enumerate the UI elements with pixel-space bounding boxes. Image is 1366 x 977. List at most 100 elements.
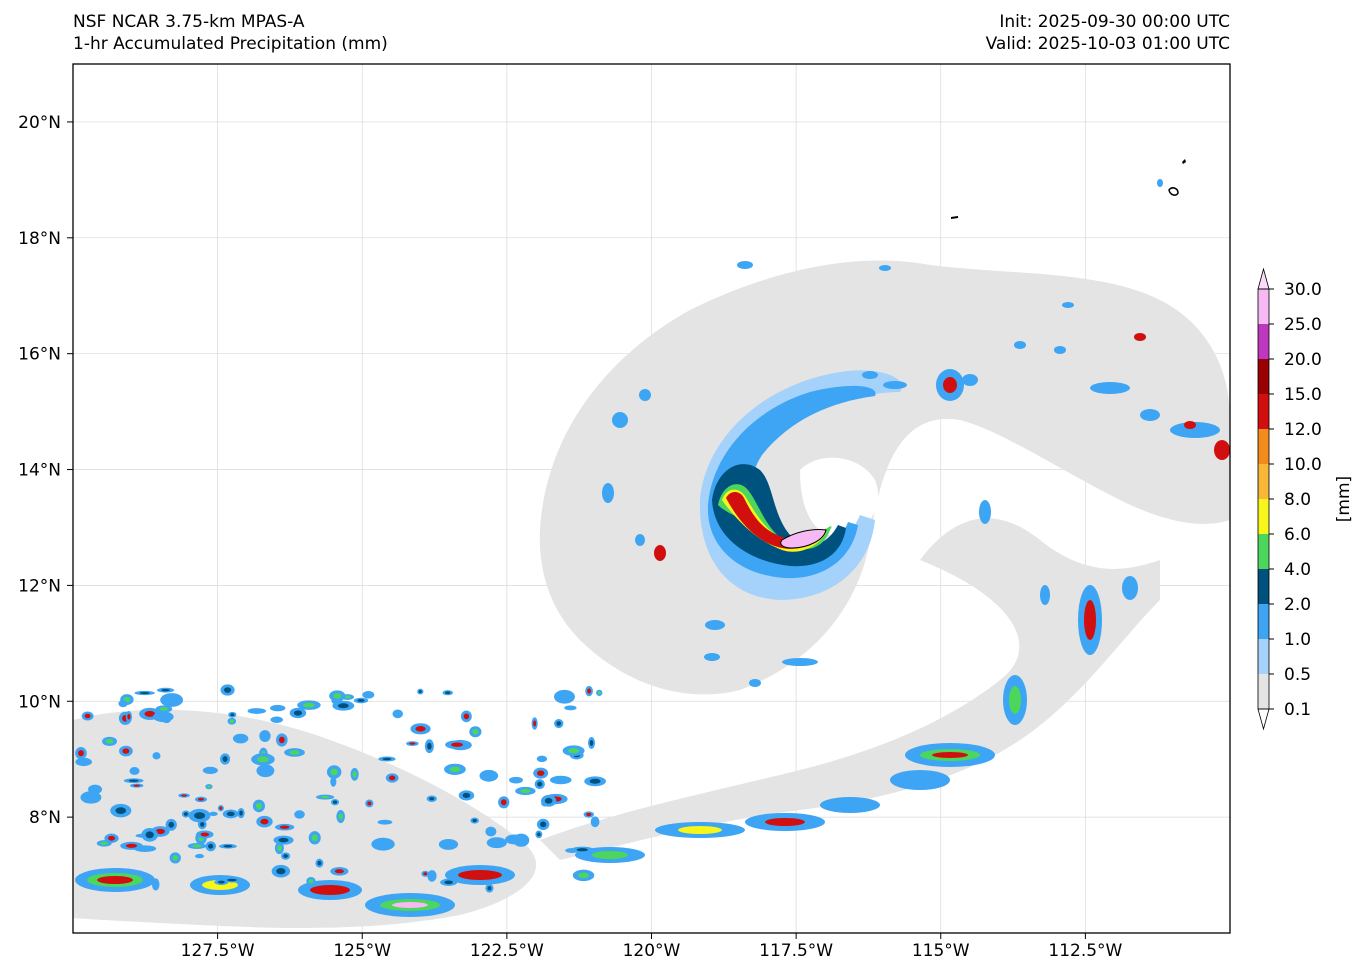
rain-cell-core — [352, 771, 357, 778]
valid-time: Valid: 2025-10-03 01:00 UTC — [985, 34, 1230, 54]
rain-cell-core — [154, 753, 159, 758]
rain-cell-core — [330, 768, 338, 776]
lon-tick-label: 122.5°W — [470, 941, 544, 961]
colorbar-swatch — [1258, 534, 1269, 569]
rain-cell-core — [168, 821, 175, 828]
rain-cell-core — [260, 767, 270, 774]
rain-cell-core — [296, 812, 303, 817]
rain-cell-core — [389, 775, 396, 781]
rain-cell-core — [589, 739, 594, 746]
rain-cell-core — [226, 878, 237, 882]
rain-cell-core — [539, 757, 545, 761]
rain-shield-eye — [800, 457, 879, 536]
rain-cell-core — [559, 693, 570, 701]
rain-cell-core — [462, 792, 471, 798]
colorbar-swatch — [1258, 289, 1269, 324]
rain-cell-core — [381, 820, 389, 824]
rain-cell-core — [589, 778, 601, 784]
rain-cell-core — [509, 836, 519, 842]
colorbar-tick-label: 2.0 — [1284, 595, 1311, 615]
rain-cell-core — [533, 720, 537, 727]
rain-cell-core — [308, 879, 314, 884]
rain-cell-core — [536, 770, 545, 776]
rain-cell-core — [303, 702, 315, 708]
rain-cell-core — [172, 855, 179, 861]
lon-tick-label: 127.5°W — [181, 941, 255, 961]
colorbar-tick-label: 8.0 — [1284, 490, 1311, 510]
colorbar-swatch — [1258, 324, 1269, 359]
rain-cell-core — [334, 869, 344, 874]
colorbar-tick-label: 6.0 — [1284, 525, 1311, 545]
rain-cell-core — [337, 703, 349, 709]
rain-cell-core — [133, 784, 141, 787]
colorbar: 0.1 0.5 1.0 2.0 4.0 6.0 8.0 10.0 12.0 15.0 20.0 25.… — [1257, 267, 1354, 731]
rain-cell-core — [331, 779, 335, 785]
rain-cell-core — [224, 687, 232, 693]
colorbar-swatch — [1258, 429, 1269, 464]
rain-cell-core — [488, 829, 494, 835]
rain-cell-core — [120, 701, 126, 706]
west-convective-cells — [75, 684, 606, 893]
colorbar-swatch — [1258, 639, 1269, 674]
rain-cell-core — [85, 794, 97, 801]
rain-cell-core — [183, 812, 188, 816]
rain-cell-core — [377, 840, 389, 848]
rain-cell-core — [206, 768, 215, 773]
rain-cell-core — [556, 721, 562, 726]
lon-tick-label: 112.5°W — [1048, 941, 1122, 961]
rain-cell-core — [512, 778, 520, 782]
rain-cell-core — [105, 739, 114, 744]
lon-tick-label: 125°W — [333, 941, 391, 961]
rain-cell-core — [155, 828, 165, 835]
rain-cell-core — [537, 781, 543, 787]
rain-cell-core — [273, 706, 282, 710]
colorbar-tick-label: 15.0 — [1284, 385, 1322, 405]
rain-cell-core — [418, 690, 422, 694]
colorbar-tick-label: 0.1 — [1284, 700, 1311, 720]
scattered-cells — [602, 179, 1230, 687]
rain-cell-core — [500, 799, 507, 806]
colorbar-tick-label: 20.0 — [1284, 350, 1322, 370]
precipitation-field — [73, 159, 1230, 928]
rain-cell-core — [592, 819, 598, 825]
rain-cell-core — [139, 846, 151, 851]
lon-tick-label: 115°W — [912, 941, 970, 961]
lat-tick-label: 12°N — [18, 576, 61, 596]
rain-cell-core — [132, 769, 138, 773]
lon-tick-label: 117.5°W — [759, 941, 833, 961]
rain-cell-core — [491, 839, 502, 846]
rain-cell-core — [587, 688, 592, 694]
rain-cell-core — [576, 848, 588, 852]
rain-cell-core — [207, 785, 211, 788]
lat-tick-label: 16°N — [18, 345, 61, 365]
rain-cell-core — [451, 742, 463, 747]
rain-cell-core — [122, 748, 130, 754]
rain-cell-core — [125, 843, 138, 848]
rain-cell-core — [262, 733, 268, 740]
lat-tick-label: 8°N — [29, 808, 61, 828]
colorbar-swatch — [1258, 569, 1269, 604]
rain-cell-core — [578, 872, 589, 879]
lat-tick-label: 18°N — [18, 229, 61, 249]
rain-cell-core — [567, 706, 574, 710]
colorbar-tick-label: 4.0 — [1284, 560, 1311, 580]
rain-cell-core — [194, 812, 206, 819]
lat-tick-label: 14°N — [18, 461, 61, 481]
rain-cell-core — [289, 750, 300, 755]
rain-cell-core — [153, 881, 158, 888]
rain-cell-core — [472, 819, 477, 823]
colorbar-swatch — [1258, 499, 1269, 534]
rain-cell-core — [429, 872, 435, 879]
rain-cell-core — [395, 711, 401, 717]
itcz-shield — [73, 709, 537, 928]
colorbar-unit-label: [mm] — [1334, 476, 1354, 522]
rain-cell-core — [597, 691, 601, 695]
rain-cell-core — [382, 757, 392, 761]
rain-cell-core — [257, 756, 269, 763]
rain-cell-core — [127, 713, 131, 720]
rain-cell-core — [139, 691, 150, 695]
island-outline — [1182, 159, 1186, 164]
rain-cell-core — [320, 795, 330, 799]
rain-cell-core — [311, 834, 318, 842]
colorbar-tick-label: 0.5 — [1284, 665, 1311, 685]
